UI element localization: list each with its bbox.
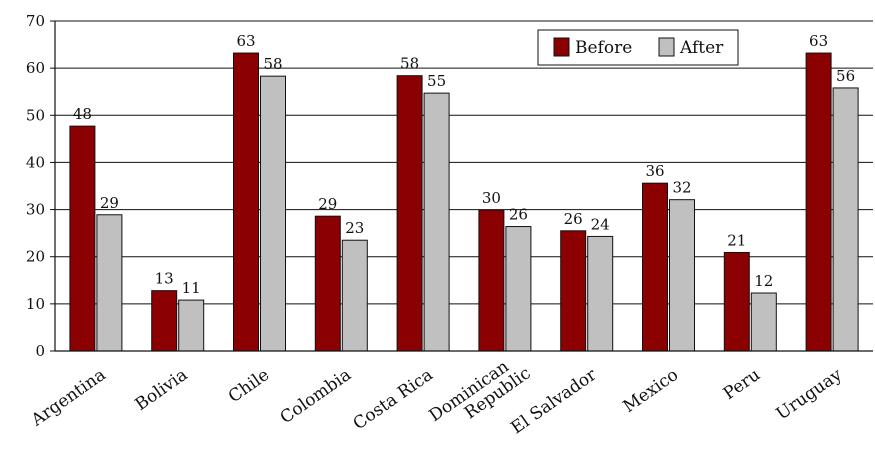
- bar-before: [723, 251, 750, 352]
- bar-after: [587, 235, 614, 352]
- x-category-label: Chile: [225, 365, 273, 407]
- data-label-before: 36: [645, 162, 664, 180]
- bar-before: [805, 52, 832, 352]
- x-category-label: Colombia: [277, 365, 355, 428]
- data-label-before: 48: [73, 105, 92, 123]
- data-label-after: 23: [345, 219, 364, 237]
- y-tick-label: 10: [26, 295, 45, 313]
- data-label-before: 30: [482, 189, 501, 207]
- x-category-label: Uruguay: [773, 365, 846, 425]
- bar-before: [642, 182, 668, 352]
- bar-before: [151, 290, 178, 352]
- bar-after: [750, 292, 777, 352]
- data-label-before: 58: [400, 55, 419, 73]
- y-tick-label: 60: [26, 59, 45, 77]
- bar-before: [560, 230, 587, 352]
- y-axis-tick-labels: 0 10 20 30 40 50 60 70: [26, 12, 45, 360]
- data-label-before: 26: [564, 210, 583, 228]
- data-label-after: 12: [754, 272, 773, 290]
- data-label-after: 55: [427, 72, 446, 90]
- bar-after: [341, 239, 368, 352]
- x-category-label: Bolivia: [132, 365, 192, 415]
- data-label-before: 13: [155, 270, 174, 288]
- x-category-label: Argentina: [27, 365, 109, 431]
- bar-before: [314, 215, 341, 352]
- gridlines: [55, 20, 873, 305]
- bar-after: [832, 87, 859, 352]
- bar-before: [233, 52, 259, 352]
- bar-after: [260, 75, 286, 352]
- y-tick-label: 30: [26, 201, 45, 219]
- axes: [50, 20, 873, 352]
- x-category-label: Mexico: [620, 365, 682, 417]
- data-label-before: 29: [318, 195, 337, 213]
- data-label-before: 63: [809, 32, 828, 50]
- data-label-after: 26: [509, 206, 528, 224]
- data-label-after: 29: [100, 194, 119, 212]
- data-label-after: 58: [263, 55, 282, 73]
- x-category-label: Costa Rica: [350, 365, 437, 434]
- bar-before: [69, 125, 96, 352]
- y-tick-label: 20: [26, 248, 45, 266]
- bar-after: [505, 226, 532, 352]
- legend-swatch-after: [658, 37, 675, 57]
- legend-swatch-before: [553, 37, 570, 57]
- bars: [69, 52, 859, 352]
- bar-after: [96, 214, 123, 352]
- legend: Before After: [537, 29, 739, 66]
- data-label-after: 24: [591, 215, 610, 233]
- data-label-after: 56: [836, 67, 855, 85]
- y-tick-label: 40: [26, 153, 45, 171]
- bar-after: [178, 299, 205, 352]
- y-tick-label: 0: [35, 342, 45, 360]
- y-tick-label: 50: [26, 106, 45, 124]
- data-label-after: 11: [182, 279, 201, 297]
- x-category-label: Peru: [720, 365, 764, 404]
- legend-label-after: After: [679, 38, 724, 58]
- bar-after: [669, 199, 695, 352]
- legend-box: [537, 29, 739, 66]
- data-label-before: 63: [236, 32, 255, 50]
- bar-after: [423, 92, 450, 352]
- data-label-after: 32: [672, 179, 691, 197]
- data-labels: 48 29 13 11 63 58 29 23 58 55 30 26 26 24 36 32 21 12 63 56: [73, 32, 855, 297]
- bar-before: [396, 75, 423, 352]
- data-label-before: 21: [727, 231, 746, 249]
- bar-before: [478, 209, 505, 352]
- legend-label-before: Before: [575, 38, 632, 58]
- y-tick-label: 70: [26, 12, 45, 30]
